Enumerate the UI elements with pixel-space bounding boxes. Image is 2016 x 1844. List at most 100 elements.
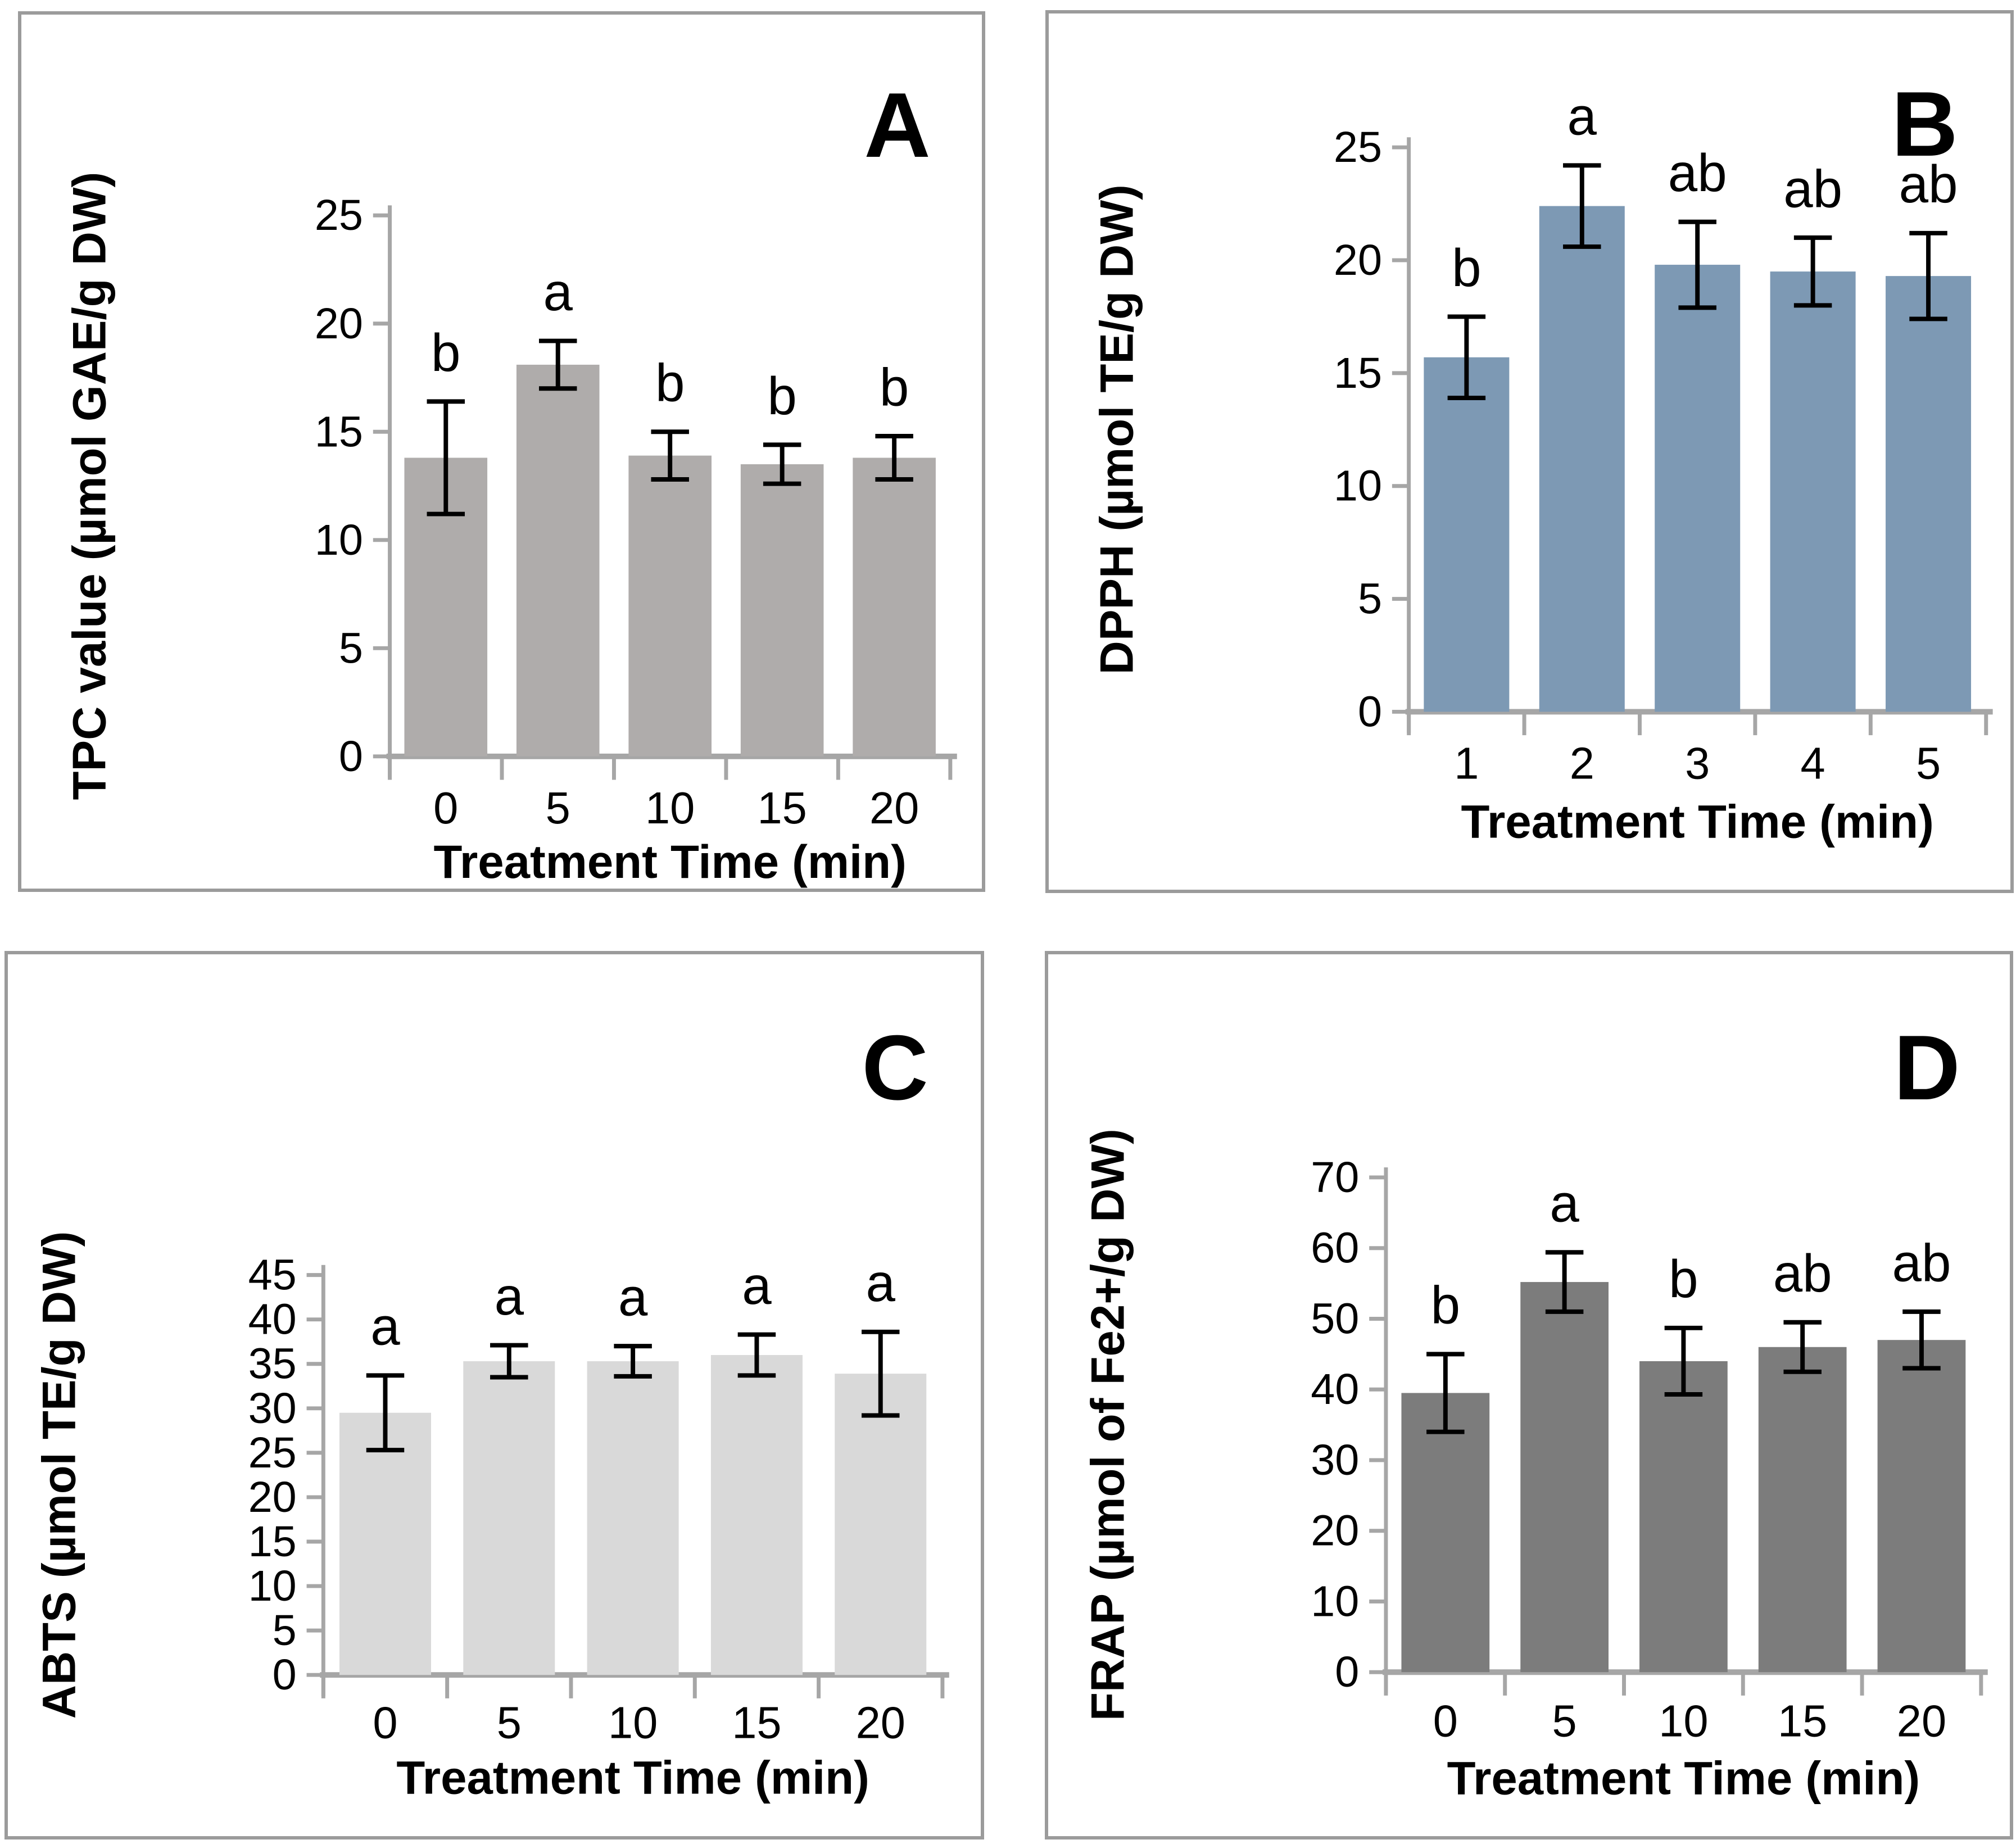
x-tick-label: 0 [1433,1696,1458,1746]
x-tick-label: 10 [608,1697,658,1747]
significance-letter: b [655,354,685,413]
error-bar [1909,230,1947,321]
error-bar [614,1344,652,1379]
x-tick-label: 5 [1552,1696,1577,1746]
y-tick-label: 35 [248,1340,297,1388]
bar [1539,206,1625,712]
bar [740,464,824,756]
y-tick-label: 15 [248,1517,297,1566]
x-axis-title: Treatment Time (min) [1461,796,1934,848]
y-tick-label: 0 [339,732,363,781]
y-tick-label: 30 [1311,1436,1359,1484]
bar [1520,1282,1609,1673]
significance-letter: b [767,366,796,425]
y-tick-label: 5 [1358,575,1382,623]
bar [587,1361,679,1675]
error-bar [737,1332,776,1378]
x-tick-label: 5 [1916,738,1941,789]
bar [835,1374,927,1675]
x-axis-title: Treatment Time (min) [1447,1752,1920,1805]
y-tick-label: 20 [248,1473,297,1521]
bar [1424,357,1510,712]
error-bar [1902,1309,1941,1371]
significance-letter: ab [1892,1233,1951,1292]
y-axis-title: FRAP (µmol of Fe2+/g DW) [1082,1129,1134,1721]
error-bar [366,1373,405,1453]
significance-letter: a [1568,87,1597,146]
significance-letter: b [431,323,460,382]
error-bar [427,399,465,516]
significance-letter: ab [1668,143,1727,202]
bar [710,1354,803,1675]
x-axis [1384,1672,1983,1696]
x-tick-label: 3 [1685,738,1710,789]
x-tick-label: 0 [373,1697,397,1747]
error-bar [862,1329,900,1418]
y-tick-label: 10 [248,1562,297,1610]
y-tick-label: 15 [1334,349,1382,397]
bar [628,455,712,756]
y-tick-label: 15 [315,407,363,456]
y-tick-label: 10 [315,516,363,564]
error-bar [1447,314,1486,401]
error-bar [875,434,913,482]
bar [1639,1361,1728,1673]
significance-letter: a [742,1256,772,1315]
y-tick-label: 10 [1334,462,1382,510]
y-tick-label: 0 [1335,1648,1359,1696]
significance-letter: a [495,1267,524,1326]
y-tick-label: 0 [273,1651,297,1699]
y-axis-title: TPC value (µmol GAE/g DW) [63,172,115,800]
error-bar [651,429,689,482]
y-tick-label: 40 [248,1295,297,1344]
significance-letter: a [618,1268,648,1327]
panel-a-tpc: 0 5 10 15 20 25 b 0 a 5 b 10 b 15 b 20 Treatment Time (m… [18,11,985,892]
bar [1770,271,1856,712]
x-tick-label: 5 [497,1697,522,1747]
y-tick-label: 30 [248,1384,297,1433]
x-tick-label: 15 [1778,1696,1827,1746]
bar [516,364,600,756]
panel-b-dpph: 0 5 10 15 20 25 b 1 a 2 ab 3 ab 4 ab 5 Treatment Time (m… [1045,10,2014,893]
bar [1655,265,1741,712]
chart-c: 051015202530354045a0a5a10a15a20Treatment… [33,1016,949,1804]
significance-letter: a [543,262,573,321]
panel-c-abts: 0 5 10 15 20 25 30 35 40 45 a 0 a 5 a 10 a 15 a 20 Treatment… [4,951,984,1840]
error-bar [538,338,577,391]
error-bar [1678,219,1716,310]
x-tick-label: 10 [645,783,695,833]
x-tick-label: 2 [1570,738,1594,789]
x-tick-label: 15 [732,1697,781,1747]
error-bar [1664,1325,1703,1397]
chart-b: 0 5 10 15 20 25 b 1 a 2 ab 3 ab 4 ab 5 Treatment Time (m… [1090,73,1993,848]
y-tick-label: 5 [339,624,363,672]
y-axis-title: ABTS (µmol TE/g DW) [33,1231,85,1719]
significance-letter: b [1669,1249,1698,1308]
error-bar [1793,235,1832,308]
x-tick-label: 10 [1659,1696,1708,1746]
y-axis: 0 10 20 30 40 50 60 70 [1311,1153,1386,1696]
bar [1758,1347,1847,1673]
chart-d: 0 10 20 30 40 50 60 70 b 0 a 5 b 10 ab 15 ab 20 Treatment … [1082,1016,1988,1805]
y-tick-label: 0 [1358,687,1382,736]
bar [1877,1340,1966,1673]
panel-letter: B [1891,73,1958,175]
error-bar [1783,1320,1822,1374]
bar [1886,276,1972,712]
error-bar [1545,1250,1584,1314]
significance-letter: ab [1773,1244,1832,1303]
significance-letter: a [1550,1174,1579,1233]
y-axis: 0 5 10 15 20 25 [1334,123,1409,736]
y-tick-label: 45 [248,1251,297,1299]
x-tick-label: 20 [1897,1696,1946,1746]
y-tick-label: 25 [248,1429,297,1477]
bar [463,1361,555,1675]
panel-letter: D [1893,1016,1960,1119]
x-axis [388,756,953,780]
y-tick-label: 10 [1311,1577,1359,1625]
x-tick-label: 15 [757,783,807,833]
panel-d-frap: 0 10 20 30 40 50 60 70 b 0 a 5 b 10 ab 15 ab 20 Treatment … [1045,951,2013,1840]
panel-letter: C [862,1016,928,1119]
